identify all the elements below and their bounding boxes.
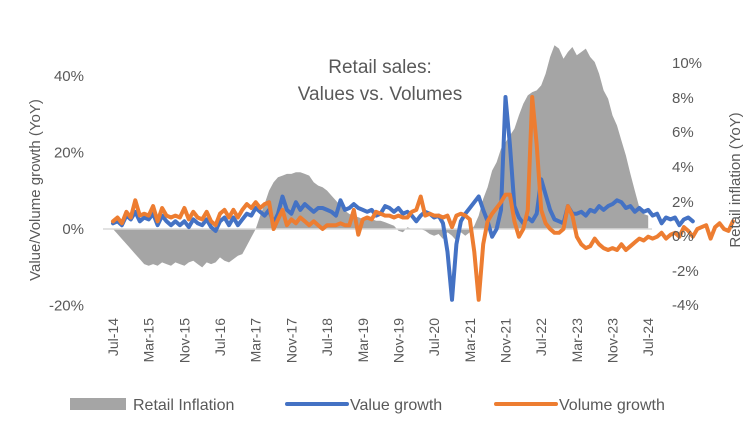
y2-axis-ticks: -4% -2% 0% 2% 4% 6% 8% 10% <box>672 55 702 314</box>
x-tick-label: Jul-16 <box>212 318 228 356</box>
series-line-value-growth <box>111 95 695 302</box>
x-tick-label: Nov-21 <box>498 318 514 363</box>
y2-tick-label: 10% <box>672 55 702 72</box>
y-tick-label: -20% <box>49 298 84 315</box>
x-tick-label: Mar-17 <box>248 318 264 363</box>
y-axis-ticks: -20% 0% 20% 40% <box>49 68 84 315</box>
y-tick-label: 0% <box>62 221 84 238</box>
x-tick-label: Mar-15 <box>141 318 157 363</box>
y-axis-title: Value/Volume growth (YoY) <box>27 99 44 281</box>
x-axis-ticks: Jul-14 Mar-15 Nov-15 Jul-16 Mar-17 Nov-17 Jul-… <box>105 318 656 363</box>
legend-label-value-growth: Value growth <box>350 397 442 414</box>
legend-label-retail-inflation: Retail Inflation <box>133 397 234 414</box>
x-tick-label: Jul-14 <box>105 318 121 356</box>
x-tick-label: Mar-19 <box>355 318 371 363</box>
x-tick-label: Mar-21 <box>462 318 478 363</box>
y2-tick-label: 0% <box>672 228 694 245</box>
chart-title-line-2: Values vs. Volumes <box>298 84 462 105</box>
x-tick-label: Nov-15 <box>176 318 192 363</box>
y2-axis-title: Retail inflation (YoY) <box>727 112 744 247</box>
inflation-area-layer <box>113 45 649 268</box>
y2-tick-label: -2% <box>672 263 699 280</box>
y2-tick-label: -4% <box>672 297 699 314</box>
y2-tick-label: 8% <box>672 90 694 107</box>
series-area-retail-inflation <box>113 45 649 268</box>
y2-tick-label: 2% <box>672 194 694 211</box>
x-tick-label: Nov-17 <box>283 318 299 363</box>
x-tick-label: Jul-18 <box>319 318 335 356</box>
legend-label-volume-growth: Volume growth <box>559 397 665 414</box>
legend: Retail Inflation Value growth Volume gro… <box>70 397 665 414</box>
chart-title-line-1: Retail sales: <box>328 57 432 78</box>
y2-tick-label: 6% <box>672 124 694 141</box>
x-tick-label: Nov-23 <box>605 318 621 363</box>
y-tick-label: 40% <box>54 68 84 85</box>
x-tick-label: Jul-20 <box>426 318 442 356</box>
legend-swatch-retail-inflation <box>70 398 126 410</box>
x-tick-label: Jul-24 <box>640 318 656 356</box>
x-tick-label: Jul-22 <box>533 318 549 356</box>
x-tick-label: Mar-23 <box>569 318 585 363</box>
y2-tick-label: 4% <box>672 159 694 176</box>
x-tick-label: Nov-19 <box>390 318 406 363</box>
series-lines-layer <box>111 95 735 302</box>
series-line-volume-growth <box>111 95 735 302</box>
y-tick-label: 20% <box>54 145 84 162</box>
